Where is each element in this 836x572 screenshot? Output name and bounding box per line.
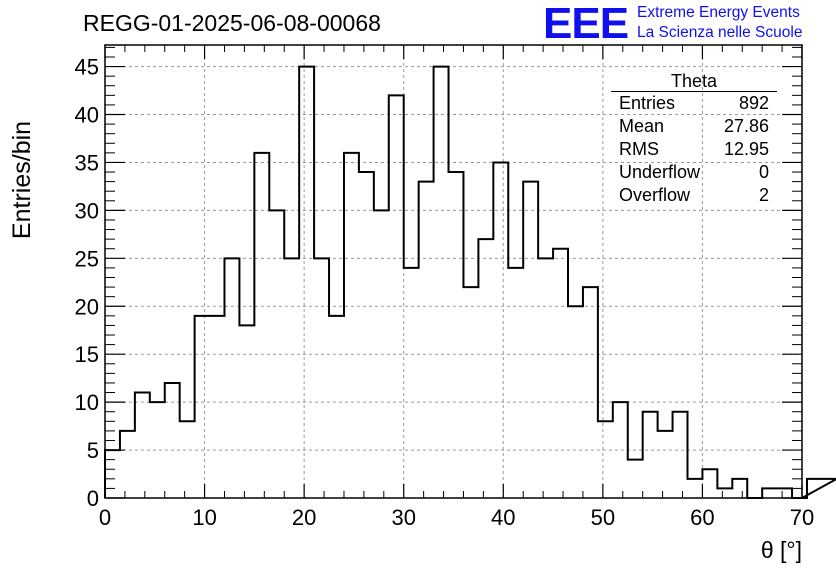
- x-tick-label: 60: [690, 505, 714, 530]
- stats-value: 12.95: [723, 139, 769, 159]
- y-tick-labels: 0 5 10 15 20 25 30 35 40 45: [75, 55, 99, 511]
- grid-lines: [105, 45, 802, 498]
- run-title: REGG-01-2025-06-08-00068: [83, 10, 381, 36]
- x-tick-label: 10: [192, 505, 216, 530]
- stats-label: Overflow: [619, 185, 691, 205]
- stats-row-entries: Entries 892: [611, 92, 777, 115]
- histogram-outline: [104, 65, 836, 499]
- logo-line-1: Extreme Energy Events: [637, 4, 800, 21]
- x-tick-label: 50: [591, 505, 615, 530]
- x-tick-label: 30: [391, 505, 415, 530]
- x-axis-label: θ [°]: [761, 537, 802, 563]
- stats-box: Theta Entries 892 Mean 27.86 RMS 12.95 U…: [611, 71, 777, 207]
- y-tick-label: 15: [75, 342, 99, 367]
- x-tick-label: 70: [790, 505, 814, 530]
- stats-value: 0: [758, 162, 769, 182]
- y-tick-label: 20: [75, 294, 99, 319]
- y-tick-label: 5: [87, 438, 99, 463]
- stats-box-title: Theta: [611, 71, 777, 92]
- stats-label: Mean: [619, 116, 665, 136]
- y-tick-label: 40: [75, 103, 99, 128]
- stats-value: 2: [758, 185, 769, 205]
- stats-label: RMS: [619, 139, 659, 159]
- x-tick-label: 0: [99, 505, 111, 530]
- y-tick-label: 0: [87, 486, 99, 511]
- stats-value: 27.86: [723, 116, 769, 136]
- stats-row-rms: RMS 12.95: [611, 138, 777, 161]
- y-tick-label: 35: [75, 150, 99, 175]
- y-tick-label: 30: [75, 198, 99, 223]
- y-tick-label: 10: [75, 390, 99, 415]
- stats-row-overflow: Overflow 2: [611, 184, 777, 207]
- x-tick-label: 40: [491, 505, 515, 530]
- x-tick-label: 20: [292, 505, 316, 530]
- x-tick-labels: 0 10 20 30 40 50 60 70: [99, 505, 814, 530]
- stats-row-underflow: Underflow 0: [611, 161, 777, 184]
- eee-logo: EEE: [543, 0, 629, 48]
- logo-text: Extreme Energy Events La Scienza nelle S…: [637, 3, 802, 43]
- stats-row-mean: Mean 27.86: [611, 115, 777, 138]
- logo-line-2: La Scienza nelle Scuole: [637, 24, 803, 41]
- stats-value: 892: [738, 93, 769, 113]
- y-tick-label: 45: [75, 55, 99, 80]
- y-axis-label: Entries/bin: [8, 121, 36, 239]
- plot-frame: [104, 44, 803, 499]
- stats-label: Entries: [619, 93, 676, 113]
- axis-ticks: [104, 45, 803, 499]
- stats-label: Underflow: [619, 162, 701, 182]
- y-tick-label: 25: [75, 246, 99, 271]
